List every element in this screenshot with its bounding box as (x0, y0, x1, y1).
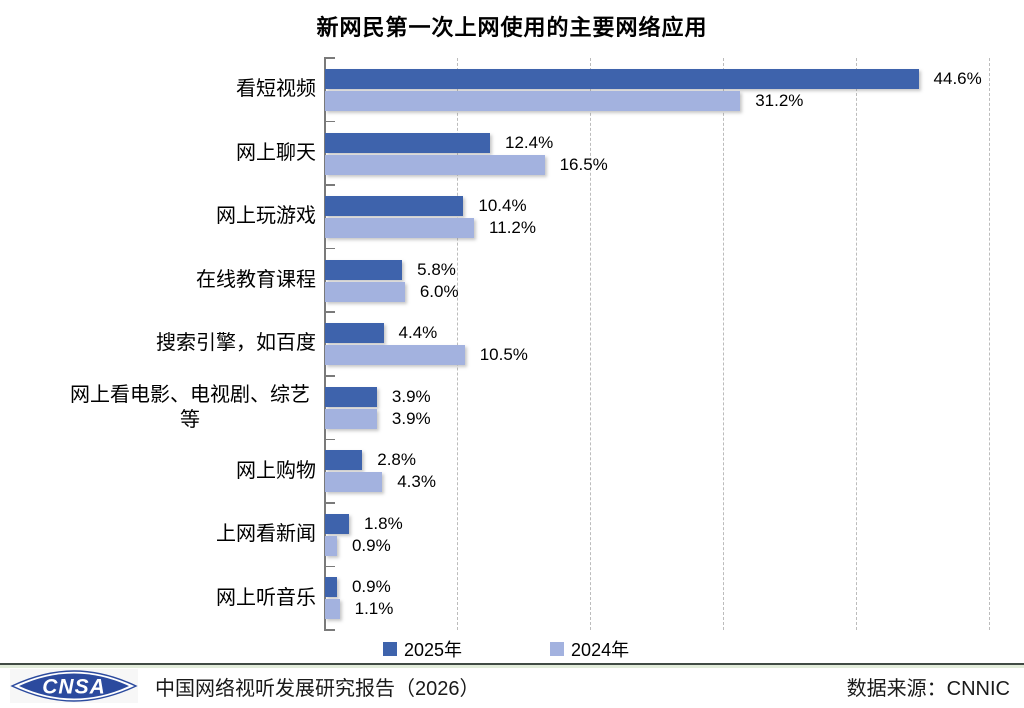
value-label: 4.4% (398, 323, 438, 343)
bar-2025年 (325, 132, 491, 153)
value-label: 44.6% (933, 69, 982, 88)
footer-data-source: 数据来源：CNNIC (846, 678, 1010, 700)
bar-2025年 (325, 196, 464, 217)
category-label-text: 搜索引擎，如百度 (156, 332, 316, 355)
category-label: 网上玩游戏 (4, 185, 316, 249)
cnsa-logo: CNSA (10, 669, 138, 703)
legend-item-2024: 2024年 (550, 636, 629, 662)
axis-tick (324, 502, 335, 504)
footer-separator (0, 663, 1024, 665)
y-axis-line (324, 58, 326, 631)
bar-2024年 (325, 154, 545, 175)
category-label-text: 网上听音乐 (216, 586, 316, 609)
value-label: 5.8% (417, 259, 456, 279)
axis-tick (324, 565, 335, 568)
category-label: 搜索引擎，如百度 (4, 312, 316, 376)
footer-separator-highlight (0, 665, 1024, 668)
category-label: 看短视频 (4, 58, 316, 122)
gridline-50pct (989, 58, 991, 630)
category-label-text: 网上聊天 (236, 141, 316, 164)
bar-2025年 (325, 259, 403, 280)
value-label: 16.5% (559, 154, 608, 174)
axis-tick (324, 120, 335, 123)
footer-report-title: 中国网络视听发展研究报告（2026） (155, 678, 480, 700)
value-label: 31.2% (755, 91, 804, 110)
legend-swatch-2025 (383, 642, 397, 656)
bar-2025年 (325, 386, 377, 407)
chart-title: 新网民第一次上网使用的主要网络应用 (316, 15, 708, 40)
value-label: 3.9% (391, 386, 431, 406)
category-label-text: 上网看新闻 (216, 523, 316, 546)
bar-2025年 (325, 513, 349, 534)
axis-tick (324, 184, 335, 186)
value-label: 10.5% (479, 345, 528, 365)
category-label: 网上听音乐 (4, 566, 316, 630)
bar-2025年 (325, 577, 337, 598)
category-label-text: 在线教育课程 (196, 268, 316, 291)
value-label: 10.4% (478, 196, 527, 216)
value-label: 2.8% (377, 450, 416, 470)
gridline-20pct (590, 58, 592, 630)
legend-label-2024: 2024年 (571, 640, 630, 660)
value-label: 12.4% (505, 132, 554, 152)
axis-tick (324, 375, 335, 377)
bar-2024年 (325, 218, 475, 239)
axis-tick (324, 247, 335, 250)
category-label-text: 网上玩游戏 (216, 205, 316, 228)
legend-item-2025: 2025年 (383, 636, 462, 662)
legend-label-2025: 2025年 (404, 640, 463, 660)
svg-text:CNSA: CNSA (42, 676, 106, 699)
bar-2024年 (325, 281, 405, 302)
legend-swatch-2024 (550, 642, 565, 656)
axis-tick (324, 438, 335, 441)
gridline-30pct (723, 58, 725, 630)
value-label: 1.1% (354, 599, 394, 619)
cnsa-logo-icon: CNSA (10, 670, 138, 702)
category-label: 上网看新闻 (4, 503, 316, 567)
axis-tick (324, 311, 335, 313)
bar-2025年 (325, 450, 363, 471)
category-label-text: 网上购物 (236, 459, 316, 482)
bar-2024年 (325, 472, 383, 493)
bar-2024年 (325, 599, 340, 620)
category-label-text: 看短视频 (236, 78, 316, 101)
category-label: 网上购物 (4, 439, 316, 503)
gridline-40pct (856, 58, 858, 630)
bar-2025年 (325, 323, 384, 344)
value-label: 0.9% (351, 535, 391, 555)
value-label: 11.2% (489, 218, 536, 238)
bar-2024年 (325, 345, 465, 366)
bar-2025年 (325, 69, 919, 89)
chart-legend: 2025年 2024年 (383, 636, 629, 662)
axis-tick (324, 57, 335, 59)
bar-2024年 (325, 408, 377, 429)
gridline-10pct (457, 58, 459, 630)
value-label: 0.9% (351, 577, 391, 597)
value-label: 6.0% (419, 281, 459, 301)
axis-tick (324, 629, 335, 631)
value-label: 3.9% (391, 408, 431, 428)
category-label: 网上看电影、电视剧、综艺等 (4, 376, 316, 440)
bar-2024年 (325, 91, 741, 111)
footer: CNSA 中国网络视听发展研究报告（2026） 数据来源：CNNIC (0, 668, 1024, 706)
bar-2024年 (325, 535, 337, 556)
value-label: 4.3% (397, 472, 436, 492)
value-label: 1.8% (363, 513, 403, 533)
category-label: 在线教育课程 (4, 249, 316, 313)
category-label: 网上聊天 (4, 122, 316, 186)
category-label-text: 网上看电影、电视剧、综艺等 (70, 383, 310, 431)
